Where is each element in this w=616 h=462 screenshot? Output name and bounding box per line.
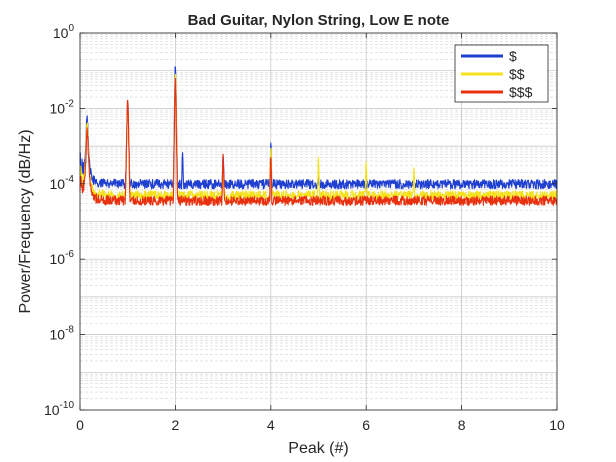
x-axis-label: Peak (#) [288,440,348,457]
legend-entry: $$$ [509,84,533,100]
series-line [79,77,558,207]
y-tick-label: 10-8 [50,325,75,343]
axes-box [79,32,558,411]
ticks: 0 2 4 6 8 10 10-10 10-8 10-6 10-4 10-2 100 [44,23,565,433]
y-tick-label: 10-6 [50,249,75,267]
x-tick-label: 0 [76,417,84,433]
x-tick-label: 2 [172,417,180,433]
x-tick-label: 10 [549,417,565,433]
legend-entry: $$ [509,66,525,82]
x-tick-label: 8 [458,417,466,433]
legend: $$$$$$ [454,44,549,103]
series-layer [79,66,558,207]
legend-entry: $ [509,48,517,64]
y-tick-label: 10-2 [50,98,75,116]
y-tick-label: 10-4 [50,174,75,192]
x-tick-label: 4 [267,417,275,433]
x-tick-label: 6 [362,417,370,433]
chart-title: Bad Guitar, Nylon String, Low E note [188,12,450,29]
y-axis-label: Power/Frequency (dB/Hz) [17,129,34,313]
y-tick-label: 10-10 [44,400,74,418]
y-tick-label: 100 [53,23,75,41]
